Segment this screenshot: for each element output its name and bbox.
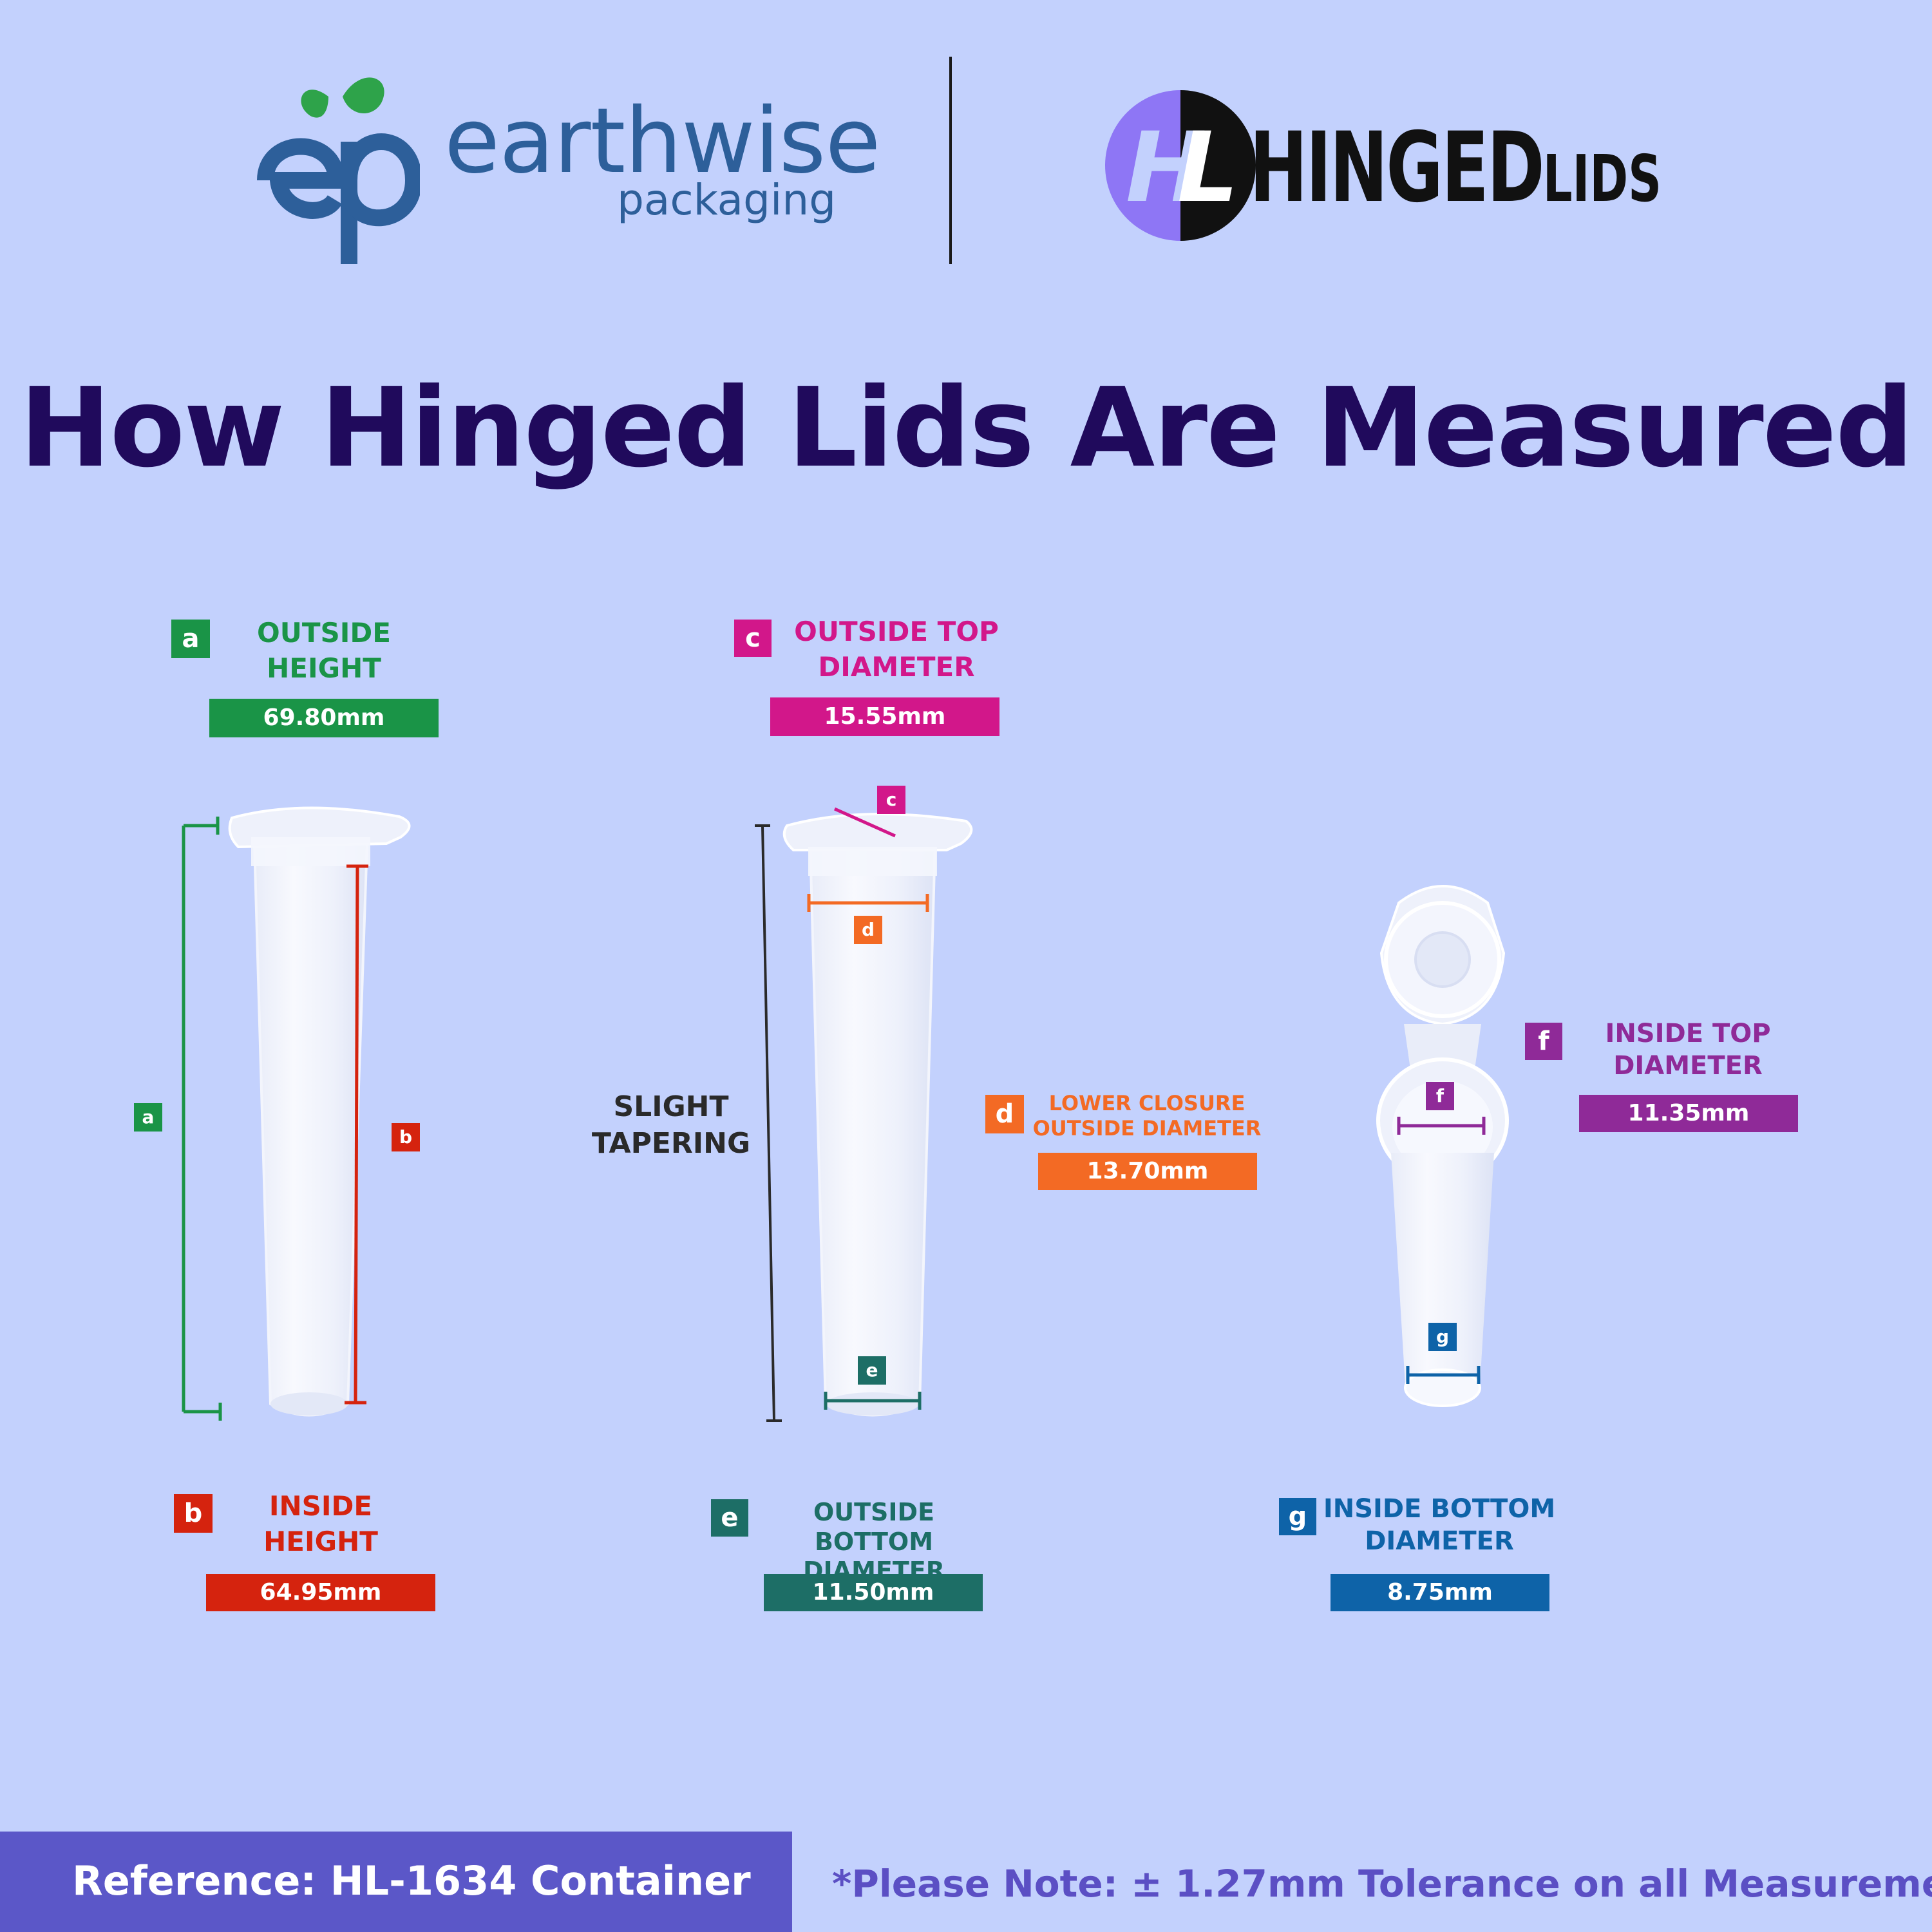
dimension-line-b — [345, 864, 368, 1405]
dimension-line-f — [1397, 1117, 1486, 1135]
dimension-line-a — [182, 817, 222, 1421]
hinged-word: HINGED — [1249, 112, 1545, 224]
earthwise-subtitle: packaging — [617, 175, 837, 225]
label-line: OUTSIDE TOP — [794, 616, 999, 647]
label-line: INSIDE TOP — [1605, 1019, 1771, 1048]
value-outside-bottom-diameter: 11.50mm — [764, 1574, 983, 1611]
inline-badge-e: e — [858, 1356, 886, 1385]
badge-f: f — [1525, 1023, 1562, 1060]
value-inside-top-diameter: 11.35mm — [1579, 1095, 1798, 1132]
tapering-line — [755, 824, 782, 1422]
label-line: OUTSIDE BOTTOM — [813, 1498, 935, 1556]
label-outside-bottom-diameter: OUTSIDE BOTTOM DIAMETER — [753, 1498, 994, 1586]
label-line: DIAMETER — [818, 650, 975, 683]
inline-badge-a: a — [134, 1103, 162, 1132]
dimension-line-d — [807, 894, 929, 912]
page-title: How Hinged Lids Are Measured — [19, 365, 1914, 492]
label-line: INSIDE BOTTOM — [1323, 1494, 1556, 1524]
badge-b: b — [174, 1494, 213, 1533]
inline-badge-c: c — [877, 786, 905, 814]
inline-badge-f: f — [1426, 1082, 1454, 1110]
label-line: TAPERING — [591, 1127, 751, 1160]
label-lower-closure-outside-diameter: LOWER CLOSURE OUTSIDE DIAMETER — [1030, 1091, 1264, 1141]
reference-text: Reference: HL-1634 Container — [72, 1857, 751, 1904]
value-lower-closure-outside-diameter: 13.70mm — [1038, 1153, 1257, 1190]
dimension-line-g — [1406, 1366, 1481, 1384]
value-inside-bottom-diameter: 8.75mm — [1331, 1574, 1549, 1611]
container-top-view — [1376, 885, 1509, 1407]
dimension-line-e — [824, 1392, 922, 1410]
label-line: DIAMETER — [1613, 1051, 1763, 1081]
label-line: OUTSIDE DIAMETER — [1032, 1116, 1262, 1141]
label-outside-top-diameter: OUTSIDE TOP DIAMETER — [781, 614, 1012, 685]
slight-tapering-note: SLIGHT TAPERING — [586, 1088, 756, 1162]
tolerance-note: *Please Note: ± 1.27mm Tolerance on all … — [832, 1862, 1932, 1906]
svg-text:H: H — [1126, 112, 1207, 224]
value-outside-top-diameter: 15.55mm — [770, 697, 999, 736]
inline-badge-b: b — [392, 1123, 420, 1151]
hinged-lids-logo-mark: H L — [1100, 85, 1261, 246]
label-inside-height: INSIDE HEIGHT — [213, 1489, 429, 1559]
label-line: HEIGHT — [267, 652, 381, 684]
reference-bar — [0, 1832, 792, 1932]
label-line: DIAMETER — [1365, 1526, 1514, 1556]
earthwise-logo-mark — [252, 52, 422, 270]
inline-badge-d: d — [854, 916, 882, 944]
badge-g: g — [1279, 1498, 1316, 1535]
label-line: INSIDE — [269, 1490, 373, 1522]
earthwise-wordmark: earthwise — [444, 89, 881, 194]
badge-e: e — [711, 1499, 748, 1537]
label-line: SLIGHT — [613, 1090, 729, 1123]
lids-word: LIDS — [1542, 141, 1662, 216]
badge-c: c — [734, 620, 772, 657]
label-line: HEIGHT — [263, 1525, 378, 1557]
diagram-illustration — [182, 806, 1509, 1422]
inline-badge-g: g — [1428, 1323, 1457, 1351]
value-outside-height: 69.80mm — [209, 699, 439, 737]
container-side-view-1 — [228, 806, 411, 1417]
value-inside-height: 64.95mm — [206, 1574, 435, 1611]
hinged-lids-wordmark: HINGEDLIDS — [1249, 120, 1662, 216]
label-inside-bottom-diameter: INSIDE BOTTOM DIAMETER — [1320, 1493, 1558, 1557]
label-line: LOWER CLOSURE — [1048, 1091, 1245, 1115]
label-outside-height: OUTSIDE HEIGHT — [213, 616, 435, 686]
badge-a: a — [171, 620, 210, 658]
svg-text:L: L — [1177, 112, 1239, 224]
dimension-line-c — [833, 807, 896, 838]
label-inside-top-diameter: INSIDE TOP DIAMETER — [1571, 1018, 1804, 1082]
badge-d: d — [985, 1095, 1024, 1133]
container-side-view-2 — [782, 813, 973, 1417]
label-line: OUTSIDE — [257, 617, 391, 649]
logo-divider — [949, 57, 952, 264]
